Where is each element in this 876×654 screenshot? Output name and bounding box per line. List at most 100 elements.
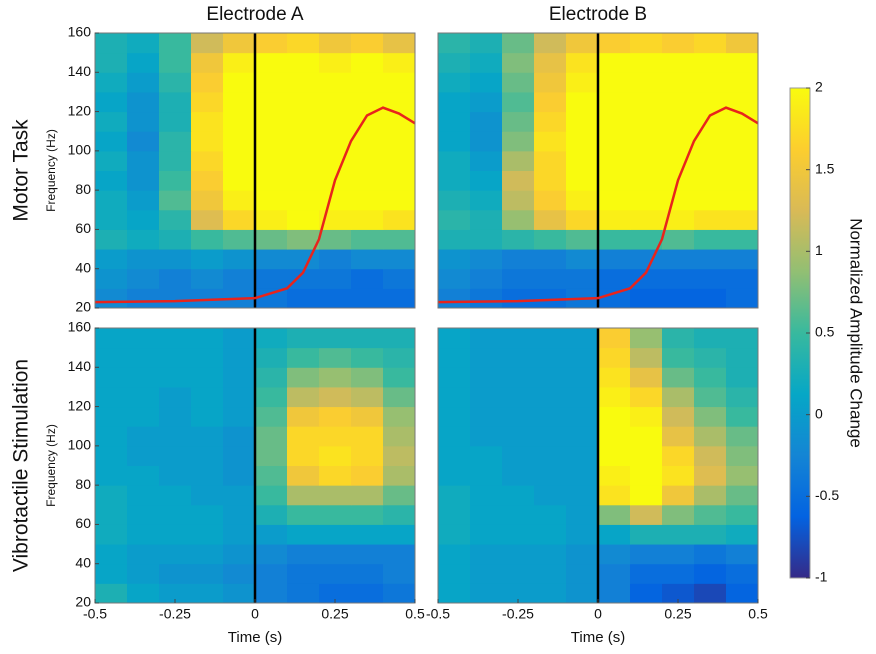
heatmap-cell — [726, 33, 758, 54]
heatmap-cell — [223, 72, 256, 93]
heatmap-cell — [287, 367, 320, 388]
heatmap-cell — [223, 347, 256, 368]
heatmap-cell — [95, 386, 128, 408]
heatmap-cell — [694, 328, 727, 349]
heatmap-cell — [438, 583, 471, 603]
heatmap-cell — [470, 367, 503, 388]
y-tick-label: 140 — [68, 63, 92, 79]
heatmap-cell — [191, 406, 224, 427]
heatmap-cell — [566, 406, 599, 427]
heatmap-cell — [223, 367, 256, 388]
heatmap-cell — [630, 288, 663, 308]
heatmap-cell — [470, 33, 503, 54]
trace-line — [95, 106, 415, 304]
heatmap-cell — [287, 563, 320, 584]
heatmap-cell — [438, 91, 471, 113]
heatmap-cell — [694, 406, 727, 427]
heatmap-cell — [630, 190, 663, 211]
heatmap-cell — [694, 131, 727, 152]
heatmap — [438, 328, 758, 603]
heatmap-cell — [223, 504, 256, 525]
heatmap-cell — [255, 33, 288, 54]
heatmap-cell — [534, 52, 567, 73]
heatmap-cell — [159, 485, 192, 506]
heatmap-cell — [726, 52, 758, 73]
heatmap-cell — [159, 445, 192, 466]
heatmap-cell — [95, 445, 128, 466]
heatmap-cell — [287, 131, 320, 152]
heatmap-cell — [534, 367, 567, 388]
heatmap-cell — [566, 504, 599, 525]
x-tick-label: -0.25 — [159, 606, 191, 622]
heatmap-cell — [598, 268, 631, 289]
heatmap-cell — [566, 150, 599, 171]
heatmap-cell — [319, 91, 352, 113]
heatmap-cell — [566, 229, 599, 250]
heatmap-cell — [383, 524, 415, 545]
heatmap-cell — [223, 406, 256, 427]
heatmap-cell — [662, 268, 695, 289]
heatmap-cell — [566, 485, 599, 506]
y-tick-label: 120 — [68, 102, 92, 118]
heatmap-cell — [470, 131, 503, 152]
heatmap-cell — [319, 150, 352, 171]
colorbar-label: Normalized Amplitude Change — [847, 218, 866, 448]
heatmap-cell — [95, 72, 128, 93]
y-axis-label: Frequency (Hz) — [44, 129, 58, 212]
heatmap-cell — [502, 52, 535, 73]
heatmap-cell — [383, 583, 415, 603]
heatmap-cell — [351, 190, 384, 211]
colorbar-tick-label: 1.5 — [815, 160, 835, 176]
heatmap-cell — [319, 209, 352, 230]
heatmap-cell — [287, 288, 320, 308]
heatmap-cell — [383, 426, 415, 447]
heatmap-cell — [127, 268, 160, 289]
heatmap-cell — [287, 504, 320, 525]
heatmap-cell — [470, 150, 503, 171]
heatmap-cell — [223, 111, 256, 132]
heatmap-cell — [598, 190, 631, 211]
heatmap-cell — [470, 170, 503, 191]
colorbar-tick-label: 1 — [815, 242, 823, 258]
heatmap-cell — [95, 150, 128, 171]
heatmap-cell — [502, 268, 535, 289]
heatmap-cell — [287, 426, 320, 447]
heatmap-cell — [287, 347, 320, 368]
heatmap-cell — [694, 170, 727, 191]
heatmap-cell — [159, 524, 192, 545]
heatmap-cell — [534, 504, 567, 525]
heatmap-cell — [191, 91, 224, 113]
heatmap-cell — [127, 367, 160, 388]
heatmap-cell — [470, 190, 503, 211]
heatmap-cell — [438, 406, 471, 427]
heatmap-cell — [662, 190, 695, 211]
heatmap-cell — [534, 563, 567, 584]
heatmap-cell — [383, 465, 415, 486]
heatmap-cell — [287, 33, 320, 54]
colorbar-tick-label: -1 — [815, 569, 828, 585]
heatmap-cell — [438, 268, 471, 289]
heatmap-cell — [534, 426, 567, 447]
heatmap-cell — [438, 131, 471, 152]
heatmap-cell — [95, 583, 128, 603]
heatmap-cell — [694, 445, 727, 466]
heatmap-cell — [383, 33, 415, 54]
heatmap-cell — [351, 367, 384, 388]
heatmap-cell — [287, 328, 320, 349]
heatmap-cell — [534, 485, 567, 506]
heatmap-cell — [566, 544, 599, 565]
heatmap-cell — [534, 524, 567, 545]
heatmap-cell — [662, 209, 695, 230]
heatmap-cell — [351, 91, 384, 113]
heatmap-cell — [726, 91, 758, 113]
heatmap-cell — [534, 91, 567, 113]
heatmap-cell — [470, 524, 503, 545]
heatmap-cell — [255, 209, 288, 230]
heatmap-cell — [438, 328, 471, 349]
heatmap-cell — [726, 229, 758, 250]
heatmap-cell — [534, 209, 567, 230]
heatmap-cell — [598, 563, 631, 584]
heatmap-cell — [534, 190, 567, 211]
heatmap-cell — [191, 209, 224, 230]
